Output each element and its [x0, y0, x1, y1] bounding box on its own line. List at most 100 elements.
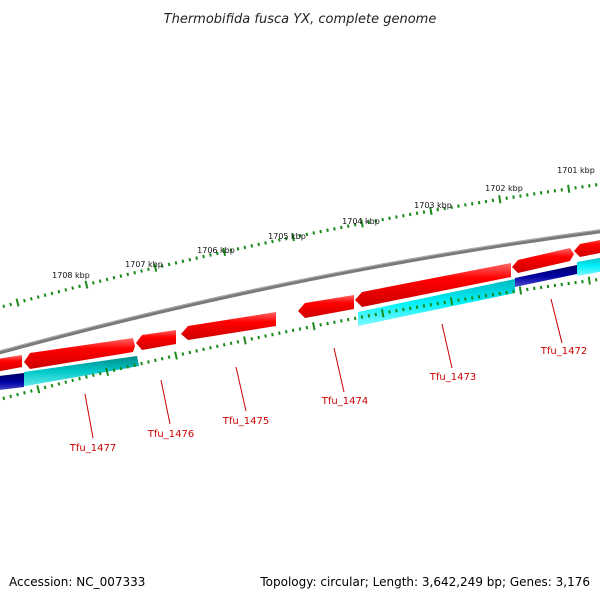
scale-label-1706: 1706 kbp [197, 246, 235, 255]
scale-major-tick [518, 286, 523, 295]
scale-labels: 1701 kbp 1702 kbp 1703 kbp 1704 kbp 1705… [52, 166, 595, 280]
scale-major-tick [587, 276, 591, 285]
scale-minor-tick [271, 239, 274, 244]
scale-minor-tick [374, 312, 378, 317]
scale-minor-tick [326, 228, 329, 232]
scale-minor-tick [278, 238, 281, 242]
scale-minor-tick [202, 254, 205, 259]
scale-minor-tick [367, 314, 371, 318]
scale-minor-tick [98, 279, 102, 283]
scale-minor-tick [422, 304, 426, 308]
scale-minor-tick [16, 392, 19, 397]
scale-minor-tick [457, 298, 460, 302]
scale-minor-tick [340, 319, 343, 323]
scale-minor-tick [2, 396, 6, 401]
scale-major-tick [36, 385, 41, 394]
scale-minor-tick [340, 225, 343, 230]
scale-major-tick [429, 206, 433, 215]
scale-minor-tick [243, 245, 247, 250]
scale-minor-tick [353, 316, 357, 321]
gene-label-tfu-1476: Tfu_1476 [147, 429, 194, 440]
reverse-gene-cyan [358, 279, 515, 326]
scale-minor-tick [360, 315, 364, 319]
scale-minor-tick [353, 223, 357, 227]
scale-minor-tick [50, 291, 54, 296]
scale-major-tick [498, 195, 502, 204]
scale-minor-tick [388, 216, 391, 221]
scale-major-tick [174, 351, 178, 360]
scale-minor-tick [57, 382, 61, 386]
forward-gene-arrow [0, 355, 22, 372]
scale-minor-tick [23, 298, 26, 303]
scale-minor-tick [181, 352, 185, 356]
scale-minor-tick [436, 207, 440, 212]
gene-label-tfu-1474: Tfu_1474 [321, 396, 368, 407]
scale-minor-tick [408, 306, 412, 311]
forward-gene-arrow [574, 240, 600, 257]
scale-minor-tick [450, 205, 453, 210]
scale-minor-tick [305, 325, 309, 330]
scale-minor-tick [257, 242, 260, 247]
scale-minor-tick [422, 210, 426, 214]
scale-minor-tick [374, 219, 378, 223]
gene-label-tfu-1473: Tfu_1473 [429, 372, 476, 383]
scale-major-tick [312, 322, 316, 331]
scale-minor-tick [216, 344, 219, 349]
scale-minor-tick [43, 385, 47, 390]
scale-minor-tick [264, 334, 267, 338]
scale-minor-tick [85, 375, 88, 379]
scale-minor-tick [457, 204, 460, 208]
scale-major-tick [360, 219, 364, 228]
scale-minor-tick [50, 383, 54, 388]
scale-minor-tick [98, 371, 102, 376]
scale-minor-tick [112, 275, 116, 280]
outer-scale-track [2, 183, 598, 309]
scale-minor-tick [216, 251, 219, 256]
scale-minor-tick [477, 200, 481, 205]
genome-backbone [0, 229, 600, 355]
scale-minor-tick [222, 343, 226, 347]
gene-label-tfu-1472: Tfu_1472 [540, 346, 587, 357]
scale-minor-tick [464, 297, 467, 301]
scale-minor-tick [312, 231, 316, 235]
scale-minor-tick [174, 261, 178, 265]
forward-gene-arrow [298, 295, 354, 318]
scale-minor-tick [284, 236, 288, 241]
scale-minor-tick [484, 294, 488, 298]
scale-minor-tick [195, 349, 198, 353]
scale-label-1707: 1707 kbp [125, 260, 163, 269]
scale-minor-tick [133, 270, 137, 275]
scale-minor-tick [2, 304, 6, 309]
scale-minor-tick [250, 244, 254, 248]
scale-major-tick [567, 184, 571, 193]
scale-major-tick [222, 247, 227, 257]
scale-minor-tick [408, 212, 412, 217]
scale-minor-tick [119, 274, 123, 278]
scale-minor-tick [78, 376, 81, 381]
scale-minor-tick [291, 328, 295, 333]
scale-minor-tick [167, 355, 171, 359]
forward-gene-arrow [136, 330, 176, 350]
scale-minor-tick [505, 196, 508, 200]
scale-minor-tick [57, 289, 61, 294]
genome-title: Thermobifida fusca YX, complete genome [164, 12, 437, 27]
scale-minor-tick [23, 391, 26, 395]
leader-tfu-1474 [333, 347, 345, 393]
scale-minor-tick [443, 206, 446, 211]
scale-minor-tick [319, 323, 322, 327]
leader-tfu-1473 [441, 323, 453, 369]
scale-minor-tick [443, 300, 446, 305]
scale-minor-tick [333, 227, 336, 231]
scale-minor-tick [395, 309, 398, 313]
scale-minor-tick [78, 284, 81, 289]
scale-minor-tick [112, 368, 116, 372]
scale-minor-tick [153, 358, 157, 363]
scale-minor-tick [415, 305, 419, 309]
reverse-gene-navy [0, 373, 24, 390]
scale-major-tick [15, 298, 20, 307]
scale-major-tick [291, 233, 295, 242]
scale-minor-tick [470, 202, 474, 206]
scale-minor-tick [209, 253, 212, 257]
scale-minor-tick [43, 293, 47, 298]
scale-minor-tick [209, 346, 212, 350]
